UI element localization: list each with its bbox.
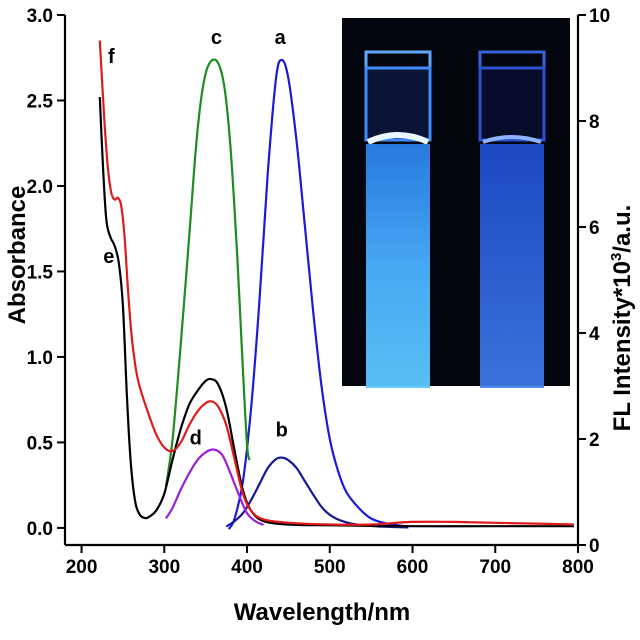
y-left-axis-title: Absorbance bbox=[4, 186, 31, 325]
y-right-tick-label: 4 bbox=[589, 324, 600, 345]
x-tick-label: 400 bbox=[231, 557, 263, 578]
series-c-line bbox=[164, 58, 251, 487]
curves bbox=[98, 40, 574, 530]
series-d-line bbox=[164, 448, 265, 526]
x-axis-title: Wavelength/nm bbox=[234, 599, 410, 626]
y-left-tick-label: 3.0 bbox=[27, 6, 53, 27]
cuvette-bright bbox=[364, 50, 432, 388]
axes: 200 300 400 500 600 700 800 0.0 0.5 1.0 1.5 2.0 2.5… bbox=[27, 6, 611, 578]
y-right-title-prefix: FL Intensity*10 bbox=[609, 261, 636, 431]
y-right-tick-label: 8 bbox=[589, 112, 600, 133]
series-f-label: f bbox=[108, 46, 115, 68]
series-c-label: c bbox=[211, 27, 222, 49]
series-e-line bbox=[98, 97, 574, 528]
x-tick-label: 600 bbox=[397, 557, 429, 578]
y-right-tick-label: 10 bbox=[589, 6, 610, 27]
y-right-title-exponent: 3 bbox=[608, 253, 625, 261]
series-a-label: a bbox=[275, 27, 287, 49]
y-left-tick-label: 2.0 bbox=[27, 177, 53, 198]
series-b-line bbox=[225, 456, 409, 529]
x-tick-label: 200 bbox=[66, 557, 98, 578]
series-d-label: d bbox=[190, 427, 202, 449]
y-left-tick-label: 0.5 bbox=[27, 433, 54, 454]
y-right-tick-label: 2 bbox=[589, 430, 600, 451]
series-a-line bbox=[227, 58, 409, 530]
x-ticks: 200 300 400 500 600 700 800 bbox=[66, 545, 594, 578]
curve-labels: a b c d e f bbox=[103, 27, 288, 449]
series-f-line bbox=[98, 40, 574, 526]
y-right-title-suffix: /a.u. bbox=[609, 205, 636, 253]
x-tick-label: 700 bbox=[479, 557, 511, 578]
series-b-label: b bbox=[276, 419, 288, 441]
y-right-tick-label: 6 bbox=[589, 218, 600, 239]
y-right-ticks: 0 2 4 6 8 10 bbox=[578, 6, 610, 557]
y-left-tick-label: 1.5 bbox=[27, 262, 54, 283]
y-right-tick-label: 0 bbox=[589, 536, 600, 557]
inset-photo bbox=[342, 18, 570, 388]
y-right-axis-title: FL Intensity*103/a.u. bbox=[608, 205, 636, 432]
x-tick-label: 800 bbox=[562, 557, 594, 578]
series-e-label: e bbox=[103, 246, 114, 268]
y-left-tick-label: 1.0 bbox=[27, 348, 53, 369]
y-left-ticks: 0.0 0.5 1.0 1.5 2.0 2.5 3.0 bbox=[27, 6, 65, 540]
x-tick-label: 300 bbox=[148, 557, 180, 578]
y-left-tick-label: 2.5 bbox=[27, 91, 54, 112]
x-tick-label: 500 bbox=[314, 557, 346, 578]
y-left-tick-label: 0.0 bbox=[27, 519, 53, 540]
cuvette-dim bbox=[478, 50, 546, 388]
